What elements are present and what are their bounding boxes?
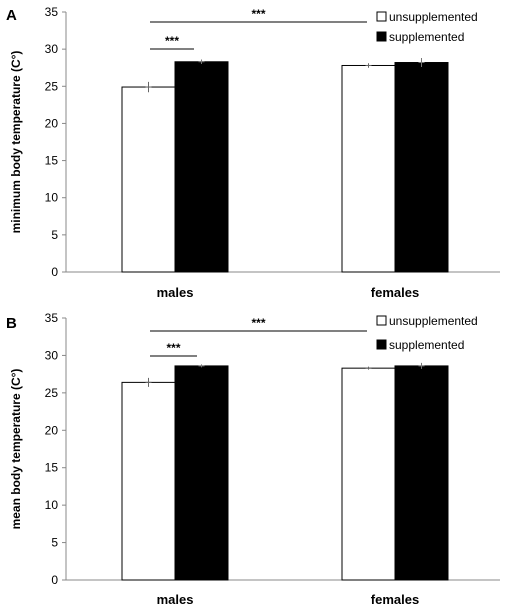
bar-males-unsupplemented <box>121 381 176 581</box>
y-tick-label: 25 <box>45 79 59 93</box>
y-tick-label: 5 <box>51 228 58 242</box>
y-axis-label: minimum body temperature (C°) <box>9 51 23 234</box>
bar-males-unsupplemented <box>121 86 176 273</box>
category-label-females: females <box>371 592 419 605</box>
bar-males-supplemented <box>174 61 229 273</box>
chart-panel-A: A 0 5 10 15 20 25 30 35 minimum body temperature … <box>6 5 500 300</box>
bar-females-supplemented <box>394 365 449 581</box>
y-tick-label: 0 <box>51 265 58 279</box>
legend-label-supplemented: supplemented <box>389 30 464 44</box>
panel-letter: B <box>6 315 17 332</box>
y-tick-label: 35 <box>45 311 59 325</box>
significance-label: *** <box>166 341 180 355</box>
y-tick-label: 10 <box>45 498 59 512</box>
y-tick-label: 5 <box>51 536 58 550</box>
y-tick-label: 25 <box>45 386 59 400</box>
legend-label-unsupplemented: unsupplemented <box>389 314 478 328</box>
legend-swatch-supplemented <box>376 339 387 350</box>
y-axis-label: mean body temperature (C°) <box>9 369 23 530</box>
y-tick-label: 0 <box>51 573 58 587</box>
category-label-males: males <box>157 592 194 605</box>
legend-label-unsupplemented: unsupplemented <box>389 10 478 24</box>
significance-label: *** <box>165 34 179 48</box>
legend-swatch-supplemented <box>376 31 387 42</box>
legend-swatch-unsupplemented <box>376 11 387 22</box>
bar-females-unsupplemented <box>341 64 396 273</box>
bar-males-supplemented <box>174 365 229 581</box>
y-tick-label: 15 <box>45 461 59 475</box>
y-tick-label: 10 <box>45 191 59 205</box>
panel-letter: A <box>6 7 17 24</box>
y-tick-label: 20 <box>45 116 59 130</box>
bar-females-unsupplemented <box>341 367 396 581</box>
category-label-males: males <box>157 285 194 300</box>
legend-label-supplemented: supplemented <box>389 338 464 352</box>
y-tick-label: 35 <box>45 5 59 19</box>
y-tick-label: 30 <box>45 348 59 362</box>
y-tick-label: 20 <box>45 423 59 437</box>
y-tick-label: 15 <box>45 154 59 168</box>
y-tick-label: 30 <box>45 42 59 56</box>
bar-females-supplemented <box>394 62 449 273</box>
legend-swatch-unsupplemented <box>376 315 387 326</box>
chart-panel-B: B 0 5 10 15 20 25 30 35 mean body temperature (C°… <box>6 311 500 605</box>
significance-label: *** <box>251 316 265 330</box>
category-label-females: females <box>371 285 419 300</box>
significance-label: *** <box>251 7 265 21</box>
